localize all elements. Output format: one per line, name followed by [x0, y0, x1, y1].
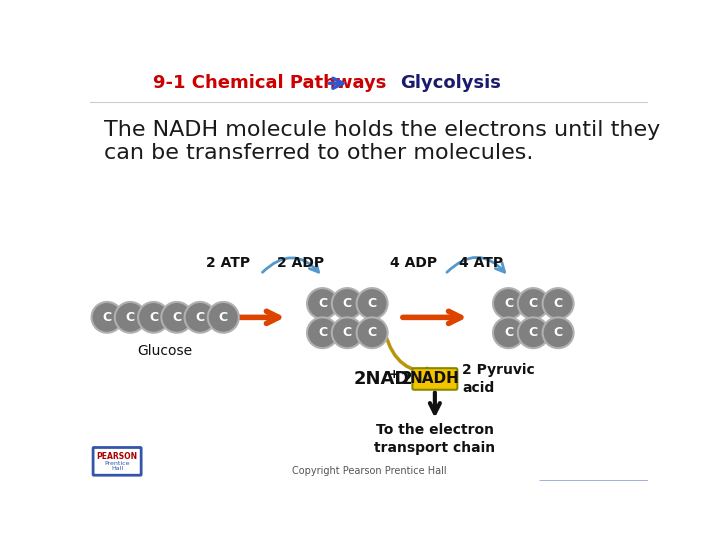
Text: NADH: NADH	[410, 372, 460, 387]
Text: C: C	[528, 326, 538, 339]
Ellipse shape	[184, 302, 215, 333]
Ellipse shape	[307, 288, 338, 319]
Ellipse shape	[493, 288, 524, 319]
FancyBboxPatch shape	[413, 368, 457, 390]
Ellipse shape	[138, 302, 169, 333]
Text: PEARSON: PEARSON	[96, 452, 138, 461]
Wedge shape	[90, 0, 175, 65]
Ellipse shape	[543, 318, 574, 348]
FancyArrowPatch shape	[329, 78, 343, 88]
Ellipse shape	[332, 288, 363, 319]
Ellipse shape	[114, 302, 145, 333]
Wedge shape	[539, 481, 648, 540]
Text: 2 ADP: 2 ADP	[277, 256, 325, 271]
FancyArrowPatch shape	[402, 311, 461, 323]
Text: +: +	[388, 368, 399, 381]
Text: 4 ADP: 4 ADP	[390, 256, 438, 271]
Text: C: C	[343, 326, 352, 339]
Text: C: C	[528, 297, 538, 310]
Text: Glucose: Glucose	[138, 345, 193, 359]
Text: Copyright Pearson Prentice Hall: Copyright Pearson Prentice Hall	[292, 467, 446, 476]
FancyArrowPatch shape	[228, 311, 279, 323]
Ellipse shape	[356, 288, 387, 319]
Ellipse shape	[493, 318, 524, 348]
Text: C: C	[149, 311, 158, 324]
Text: The NADH molecule holds the electrons until they
can be transferred to other mol: The NADH molecule holds the electrons un…	[104, 120, 660, 164]
Text: C: C	[318, 297, 327, 310]
Text: 2 Pyruvic
acid: 2 Pyruvic acid	[462, 363, 535, 395]
Text: Prentice
Hall: Prentice Hall	[104, 461, 130, 471]
Text: 2 ATP: 2 ATP	[206, 256, 250, 271]
Ellipse shape	[518, 318, 549, 348]
Text: C: C	[504, 326, 513, 339]
Text: C: C	[504, 297, 513, 310]
Text: C: C	[554, 297, 562, 310]
Text: C: C	[367, 326, 377, 339]
Ellipse shape	[91, 302, 122, 333]
Ellipse shape	[518, 288, 549, 319]
Text: To the electron
transport chain: To the electron transport chain	[374, 423, 495, 455]
Text: 2NAD: 2NAD	[354, 370, 410, 388]
Text: C: C	[554, 326, 562, 339]
Ellipse shape	[307, 318, 338, 348]
Ellipse shape	[356, 318, 387, 348]
Text: C: C	[343, 297, 352, 310]
Text: C: C	[102, 311, 112, 324]
Text: C: C	[219, 311, 228, 324]
Ellipse shape	[208, 302, 239, 333]
FancyBboxPatch shape	[93, 448, 141, 475]
Ellipse shape	[161, 302, 192, 333]
Text: C: C	[126, 311, 135, 324]
Text: C: C	[172, 311, 181, 324]
Text: Slide
21 of 39: Slide 21 of 39	[595, 429, 652, 458]
Ellipse shape	[543, 288, 574, 319]
Text: C: C	[367, 297, 377, 310]
Text: 2: 2	[400, 370, 412, 388]
Ellipse shape	[332, 318, 363, 348]
Text: 9-1 Chemical Pathways: 9-1 Chemical Pathways	[153, 75, 387, 92]
Text: 4 ATP: 4 ATP	[459, 256, 503, 271]
Text: C: C	[318, 326, 327, 339]
Text: C: C	[196, 311, 204, 324]
Text: Glycolysis: Glycolysis	[400, 75, 501, 92]
